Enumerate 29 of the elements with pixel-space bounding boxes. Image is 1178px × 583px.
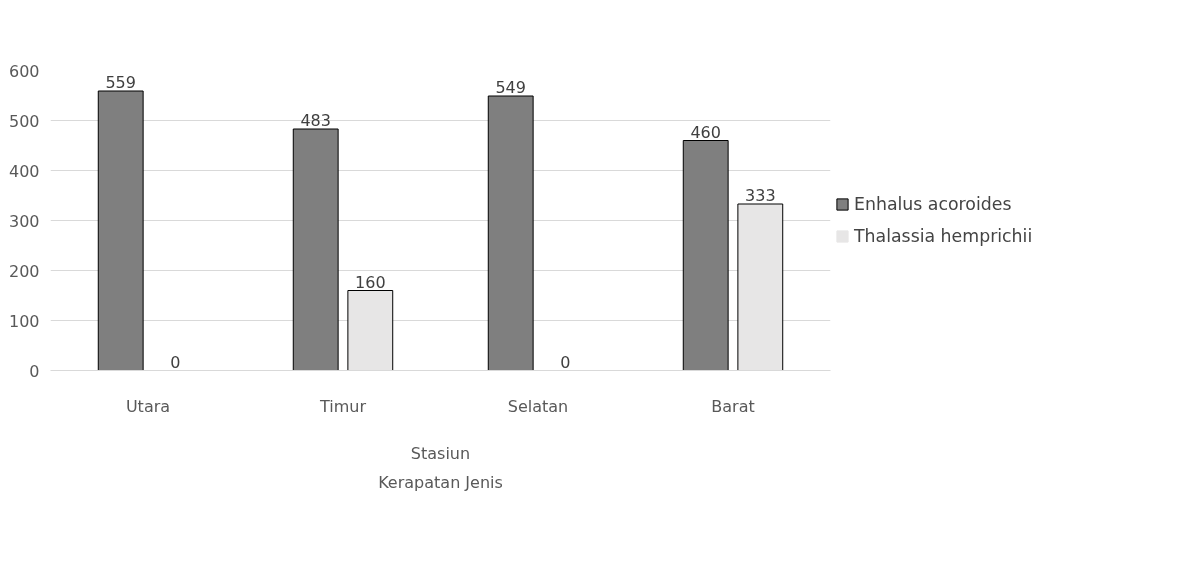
x-tick-label: Utara xyxy=(125,396,171,416)
y-tick-label: 300 xyxy=(8,211,40,231)
data-label: 559 xyxy=(105,73,136,92)
bar xyxy=(97,90,144,371)
data-label: 549 xyxy=(495,78,526,97)
bar xyxy=(682,140,729,371)
y-tick-label: 0 xyxy=(29,361,40,381)
x-axis-title: Stasiun xyxy=(410,443,471,463)
legend-label: Enhalus acoroides xyxy=(854,194,1012,214)
data-label: 0 xyxy=(170,352,181,372)
bar xyxy=(487,95,534,371)
y-tick-label: 100 xyxy=(8,311,40,331)
legend-label: Thalassia hemprichii xyxy=(854,226,1033,246)
text: Kerapatan Jenis xyxy=(378,472,503,492)
x-tick-label: Barat xyxy=(711,396,755,416)
y-tick-label: 200 xyxy=(8,261,40,281)
bar xyxy=(292,128,339,371)
x-tick-label: Timur xyxy=(318,396,367,416)
bar xyxy=(737,203,784,371)
y-tick-label: 400 xyxy=(8,161,40,181)
y-tick-label: 500 xyxy=(8,111,40,131)
data-label: 460 xyxy=(690,122,721,142)
bar xyxy=(347,290,394,371)
x-tick-label: Selatan xyxy=(507,396,569,416)
data-label: 0 xyxy=(560,352,571,372)
data-label: 160 xyxy=(355,272,386,292)
data-label: 483 xyxy=(300,111,331,130)
data-label: 333 xyxy=(745,186,776,205)
y-tick-label: 600 xyxy=(8,61,40,81)
